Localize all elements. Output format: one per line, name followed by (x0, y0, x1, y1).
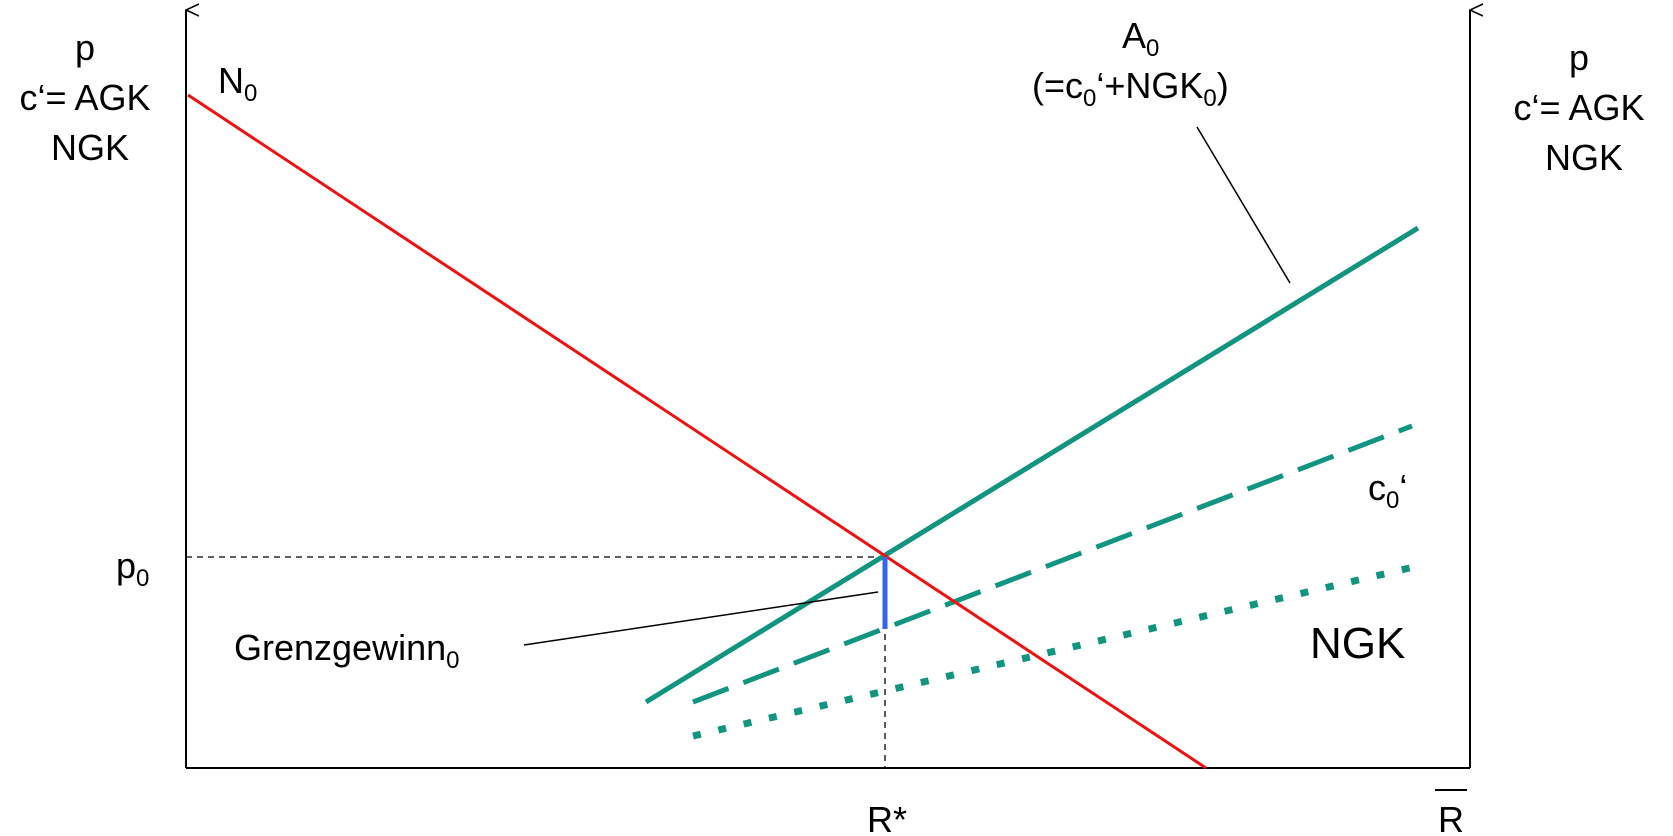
demand-n0-subscript: 0 (244, 80, 257, 107)
x-tick-rbar: R (1438, 799, 1464, 836)
left-axis-label-line: p (75, 27, 95, 68)
left-axis-label-line: c‘= AGK (19, 77, 150, 118)
demand-n0-line (187, 93, 1207, 770)
c0-label: c0‘ (1368, 467, 1407, 514)
a0-leader-line (1196, 126, 1291, 284)
p0-tick-label: p0 (116, 545, 149, 592)
grenzgewinn-leader-line (523, 591, 879, 646)
grenzgewinn-label: Grenzgewinn0 (234, 627, 459, 674)
supply-a0-note: (=c0‘+NGK0) (1032, 65, 1229, 112)
right-axis-label-line: c‘= AGK (1513, 87, 1644, 128)
supply-a0-line (644, 225, 1420, 705)
x-tick-rstar: R* (867, 799, 907, 836)
supply-a0-label: A0 (1122, 15, 1159, 62)
right-axis-label: p c‘= AGK NGK (1513, 37, 1654, 178)
supply-a0-subscript: 0 (1146, 35, 1159, 62)
right-axis-label-line: p (1569, 37, 1589, 78)
demand-n0-label: N0 (218, 60, 257, 107)
left-axis-label-line: NGK (51, 127, 129, 168)
c0-dashed-line (692, 423, 1413, 705)
left-axis-label: p c‘= AGK NGK (19, 27, 160, 168)
right-axis-label-line: NGK (1545, 137, 1623, 178)
ngk-label: NGK (1310, 619, 1405, 668)
